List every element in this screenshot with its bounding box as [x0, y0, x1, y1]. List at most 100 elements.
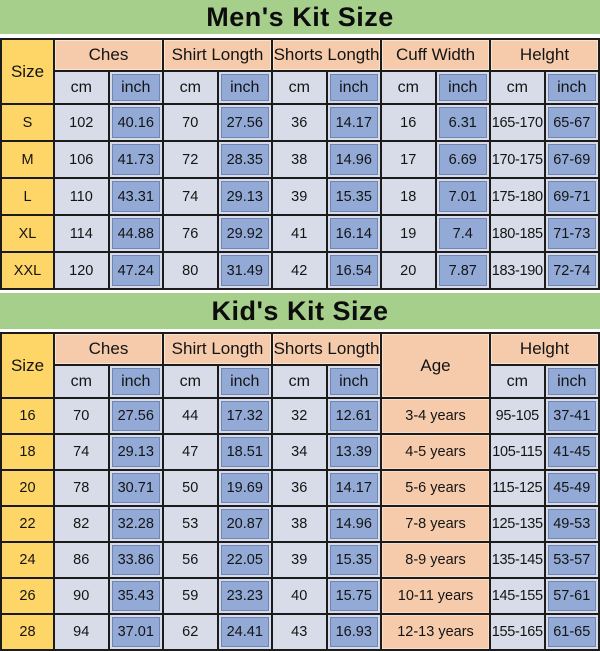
column-group-header: Shorts Longth — [271, 38, 382, 72]
value-label: 27.56 — [220, 107, 269, 138]
value-label: 37-41 — [547, 401, 596, 431]
value-cell-cm: 41 — [271, 214, 328, 253]
value-cell-inch: 12.61 — [325, 397, 382, 435]
value-cell-cm: 40 — [271, 577, 328, 615]
unit-header-row: cm inch cm inch cm inch cm inch — [1, 364, 600, 399]
value-label: 41-45 — [547, 437, 596, 467]
value-cell-inch: 14.17 — [325, 469, 382, 507]
unit-header-label: inch — [111, 74, 160, 101]
value-cell-inch: 13.39 — [325, 433, 382, 471]
value-cell-cm: 42 — [271, 251, 328, 290]
value-cell-cm: 106 — [53, 140, 110, 179]
table-row: 18 74 29.13 47 18.51 34 13.39 4-5 years 105-115 4… — [0, 433, 600, 471]
value-label: 29.13 — [220, 181, 269, 212]
unit-header-inch: inch — [107, 70, 164, 105]
value-label: 14.96 — [329, 509, 378, 539]
value-cell-cm: 145-155 — [489, 577, 546, 615]
table-body: S 102 40.16 70 27.56 36 14.17 16 6.31 165-170 65-6… — [0, 103, 600, 290]
table-row: 16 70 27.56 44 17.32 32 12.61 3-4 years 95-105 37… — [0, 397, 600, 435]
size-cell: 28 — [0, 613, 55, 651]
value-label: 29.92 — [220, 218, 269, 249]
age-cell: 5-6 years — [380, 469, 491, 507]
value-cell-inch: 45-49 — [543, 469, 600, 507]
value-label: 23.23 — [220, 581, 269, 611]
value-cell-inch: 27.56 — [216, 103, 273, 142]
value-label: 69-71 — [547, 181, 596, 212]
value-label: 7.4 — [438, 218, 487, 249]
value-cell-cm: 44 — [162, 397, 219, 435]
unit-header-label: inch — [220, 368, 269, 395]
value-label: 61-65 — [547, 617, 596, 647]
value-cell-inch: 29.13 — [216, 177, 273, 216]
size-cell: XXL — [0, 251, 55, 290]
value-cell-inch: 16.93 — [325, 613, 382, 651]
column-group-header: Shirt Longth — [162, 332, 273, 366]
value-cell-inch: 57-61 — [543, 577, 600, 615]
unit-header-label: inch — [547, 74, 596, 101]
table-row: M 106 41.73 72 28.35 38 14.96 17 6.69 170-175 67-6… — [0, 140, 600, 179]
unit-header-label: inch — [111, 368, 160, 395]
value-cell-cm: 39 — [271, 541, 328, 579]
value-label: 71-73 — [547, 218, 596, 249]
value-cell-inch: 41-45 — [543, 433, 600, 471]
group-header-row: Size Ches Shirt Longth Shorts Longth Age Helg… — [0, 332, 600, 399]
value-label: 6.31 — [438, 107, 487, 138]
unit-header-inch: inch — [543, 364, 600, 399]
table-row: 22 82 32.28 53 20.87 38 14.96 7-8 years 125-135 4… — [0, 505, 600, 543]
value-cell-inch: 6.69 — [434, 140, 491, 179]
value-cell-inch: 37-41 — [543, 397, 600, 435]
value-label: 16.54 — [329, 255, 378, 286]
value-cell-inch: 30.71 — [107, 469, 164, 507]
value-label: 67-69 — [547, 144, 596, 175]
unit-header-cm: cm — [380, 70, 437, 105]
value-cell-inch: 7.01 — [434, 177, 491, 216]
value-cell-cm: 183-190 — [489, 251, 546, 290]
value-label: 49-53 — [547, 509, 596, 539]
value-label: 15.35 — [329, 181, 378, 212]
value-cell-inch: 20.87 — [216, 505, 273, 543]
value-cell-cm: 102 — [53, 103, 110, 142]
column-group-header: Ches — [53, 38, 164, 72]
unit-header-cm: cm — [162, 70, 219, 105]
size-cell: S — [0, 103, 55, 142]
size-cell: 20 — [0, 469, 55, 507]
value-cell-inch: 28.35 — [216, 140, 273, 179]
unit-header-label: inch — [220, 74, 269, 101]
value-cell-inch: 14.96 — [325, 140, 382, 179]
value-label: 14.17 — [329, 107, 378, 138]
table-row: 26 90 35.43 59 23.23 40 15.75 10-11 years 145-15… — [0, 577, 600, 615]
size-cell: 24 — [0, 541, 55, 579]
unit-header-cm: cm — [53, 70, 110, 105]
value-cell-cm: 32 — [271, 397, 328, 435]
value-label: 35.43 — [111, 581, 160, 611]
column-group-header: Shirt Longth — [162, 38, 273, 72]
kids-title: Kid's Kit Size — [211, 295, 389, 326]
value-cell-inch: 15.35 — [325, 177, 382, 216]
value-label: 14.17 — [329, 473, 378, 503]
value-cell-cm: 114 — [53, 214, 110, 253]
unit-header-row: cm inch cm inch cm inch cm inch cm inch — [1, 70, 600, 105]
value-cell-cm: 18 — [380, 177, 437, 216]
value-label: 32.28 — [111, 509, 160, 539]
value-cell-cm: 19 — [380, 214, 437, 253]
value-cell-cm: 165-170 — [489, 103, 546, 142]
value-cell-cm: 17 — [380, 140, 437, 179]
value-label: 24.41 — [220, 617, 269, 647]
table-header: Size Ches Shirt Longth Shorts Longth Cuff Wi… — [0, 38, 600, 105]
value-cell-inch: 37.01 — [107, 613, 164, 651]
value-label: 14.96 — [329, 144, 378, 175]
value-cell-cm: 53 — [162, 505, 219, 543]
value-cell-inch: 53-57 — [543, 541, 600, 579]
mens-title: Men's Kit Size — [206, 1, 394, 32]
value-label: 18.51 — [220, 437, 269, 467]
value-cell-inch: 65-67 — [543, 103, 600, 142]
value-cell-cm: 125-135 — [489, 505, 546, 543]
value-cell-cm: 78 — [53, 469, 110, 507]
value-cell-cm: 170-175 — [489, 140, 546, 179]
value-cell-cm: 135-145 — [489, 541, 546, 579]
value-label: 37.01 — [111, 617, 160, 647]
value-cell-cm: 86 — [53, 541, 110, 579]
value-cell-inch: 44.88 — [107, 214, 164, 253]
value-cell-inch: 31.49 — [216, 251, 273, 290]
value-cell-cm: 56 — [162, 541, 219, 579]
